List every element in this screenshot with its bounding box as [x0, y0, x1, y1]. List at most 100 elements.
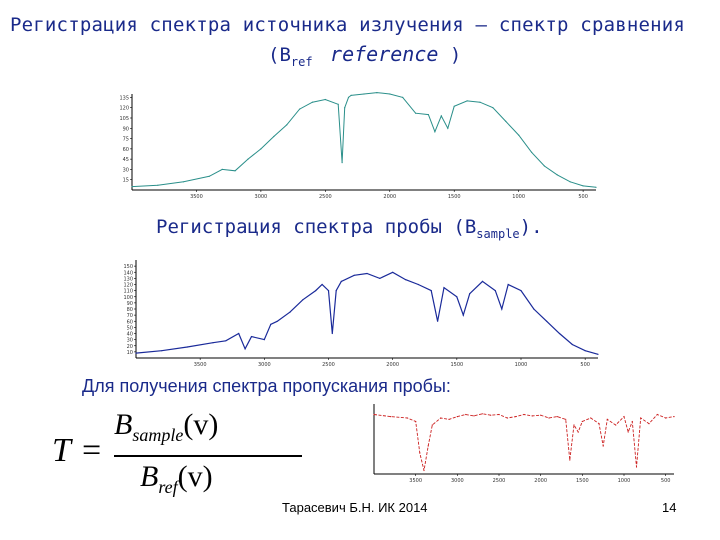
y-tick-label: 40	[127, 332, 133, 338]
title-open: (B	[268, 44, 291, 66]
spectrum-point	[331, 332, 333, 335]
spectrum-point	[466, 100, 468, 102]
spectrum-point	[340, 280, 342, 282]
slide-title-line2: (Bref reference )	[268, 42, 461, 69]
spectrum-point	[635, 466, 638, 468]
spectrum-point	[299, 108, 301, 110]
x-tick-label: 2500	[319, 194, 332, 200]
spectrum-point	[490, 414, 492, 416]
spectrum-point	[453, 105, 455, 107]
spectrum-point	[448, 418, 450, 420]
den-arg: (v)	[177, 460, 213, 493]
spectrum-point	[234, 170, 236, 172]
spectrum-point	[183, 181, 185, 183]
num-arg: (v)	[183, 408, 219, 441]
spectrum-point	[315, 290, 317, 292]
spectrum-point	[520, 290, 522, 292]
spectrum-point	[135, 352, 137, 354]
spectrum-point	[373, 413, 375, 416]
spectrum-point	[302, 299, 304, 301]
spectrum-point	[492, 107, 494, 109]
y-tick-label: 150	[123, 264, 133, 270]
spectrum-point	[392, 271, 394, 273]
x-tick-label: 1500	[576, 478, 589, 484]
x-tick-label: 2000	[383, 194, 396, 200]
x-tick-label: 2500	[322, 362, 335, 368]
spectrum-point	[434, 131, 436, 133]
spectrum-point	[443, 287, 445, 289]
x-tick-label: 1000	[515, 362, 528, 368]
spectrum-point	[506, 417, 508, 419]
spectrum-point	[648, 423, 650, 425]
spectrum-point	[347, 96, 350, 98]
spectrum-point	[673, 416, 675, 418]
title-reference-word: reference	[330, 42, 439, 66]
spectrum-point	[341, 162, 343, 164]
fraction-bar	[114, 455, 302, 457]
spectrum-point	[565, 418, 567, 420]
spectrum-point	[447, 127, 449, 129]
y-tick-label: 80	[127, 307, 133, 313]
spectrum-point	[571, 343, 573, 346]
page-number: 14	[662, 500, 677, 515]
y-tick-label: 120	[119, 106, 129, 112]
y-tick-label: 90	[123, 126, 129, 132]
spectrum-point	[627, 431, 629, 433]
title-close: )	[449, 44, 462, 66]
x-tick-label: 1000	[618, 478, 631, 484]
reference-spectrum-chart: 3500 3000 2500 2000 1500 1000 500 15 30 45 60 75 90 1…	[119, 92, 597, 200]
x-tick-label: 3500	[409, 478, 422, 484]
spectrum-point	[415, 420, 417, 423]
den-sub: ref	[158, 477, 178, 497]
spectrum-point	[311, 101, 313, 103]
spectrum-point	[376, 92, 378, 94]
transmission-formula: T = Bsample(v) Bref(v)	[52, 404, 302, 504]
spectrum-point	[273, 135, 275, 138]
y-tick-label: 130	[123, 276, 133, 282]
spectrum-point	[505, 120, 507, 122]
spectrum-point	[250, 336, 253, 338]
y-tick-label: 70	[127, 313, 133, 319]
spectrum-point	[558, 332, 561, 335]
spectrum-point	[327, 290, 330, 292]
spectrum-point	[406, 417, 408, 419]
spectrum-point	[556, 416, 558, 418]
y-tick-label: 140	[123, 270, 133, 276]
spectrum-point	[337, 103, 339, 105]
spectrum-point	[456, 416, 458, 418]
spectrum-point	[402, 96, 404, 98]
footer-author: Тарасевич Б.Н. ИК 2014	[282, 500, 428, 515]
spectrum-point	[390, 416, 392, 418]
transmission-spectrum-chart: 3500 3000 2500 2000 1500 1000 500	[373, 404, 675, 484]
spectrum-point	[523, 413, 525, 416]
subtitle-sub: sample	[476, 226, 520, 241]
spectrum-point	[324, 98, 326, 101]
spectrum-point	[569, 181, 571, 183]
spectrum-point	[419, 452, 421, 454]
spectrum-point	[569, 459, 571, 461]
spectrum-point	[590, 417, 592, 419]
spectrum-line-0	[373, 413, 675, 471]
spectrum-point	[379, 277, 381, 279]
spectrum-point	[212, 342, 214, 344]
spectrum-point	[431, 424, 433, 426]
spectrum-point	[260, 148, 262, 150]
spectrum-point	[623, 416, 625, 418]
spectrum-point	[415, 112, 417, 114]
x-tick-label: 3000	[451, 478, 464, 484]
spectrum-point	[276, 320, 278, 322]
spectrum-point	[437, 320, 439, 322]
spectrum-point	[640, 417, 642, 419]
spectrum-point	[335, 290, 337, 292]
spectrum-point	[481, 413, 483, 415]
y-tick-label: 100	[123, 295, 133, 301]
den-var: B	[140, 460, 159, 493]
spectrum-point	[479, 101, 481, 103]
spectrum-point	[546, 320, 548, 322]
spectrum-point	[221, 168, 223, 170]
spectrum-point	[615, 424, 617, 426]
y-tick-label: 105	[119, 116, 129, 122]
spectrum-point	[494, 290, 496, 292]
subtitle-close: ).	[519, 216, 543, 238]
spectrum-point	[465, 413, 467, 416]
